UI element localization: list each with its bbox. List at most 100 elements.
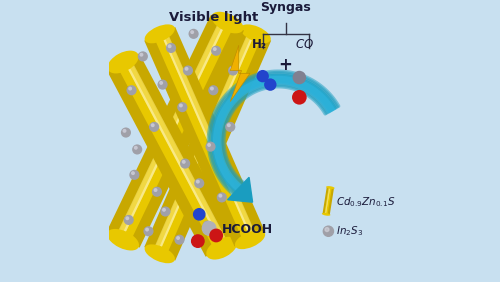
- Circle shape: [152, 187, 162, 197]
- Circle shape: [140, 53, 143, 57]
- Bar: [109, 187, 391, 282]
- Bar: [109, 226, 391, 282]
- Bar: [109, 240, 391, 282]
- Bar: [109, 166, 391, 282]
- Ellipse shape: [107, 229, 139, 250]
- Polygon shape: [322, 187, 334, 215]
- Bar: [109, 250, 391, 282]
- Circle shape: [184, 67, 188, 71]
- Circle shape: [190, 30, 194, 34]
- Bar: [109, 197, 391, 282]
- Bar: [109, 134, 391, 282]
- Circle shape: [213, 47, 216, 51]
- Ellipse shape: [240, 25, 271, 43]
- Bar: [109, 261, 391, 282]
- Bar: [109, 155, 391, 282]
- Polygon shape: [116, 59, 228, 252]
- Circle shape: [292, 71, 306, 84]
- Bar: [109, 35, 391, 282]
- Bar: [109, 63, 391, 282]
- Bar: [109, 257, 391, 282]
- Bar: [109, 46, 391, 282]
- Circle shape: [204, 222, 208, 226]
- Bar: [109, 60, 391, 282]
- Circle shape: [179, 103, 183, 107]
- Bar: [109, 99, 391, 282]
- Circle shape: [210, 87, 214, 91]
- Bar: [109, 92, 391, 282]
- Bar: [109, 190, 391, 282]
- Polygon shape: [228, 177, 252, 202]
- Circle shape: [225, 122, 235, 132]
- Polygon shape: [106, 15, 244, 248]
- Bar: [109, 144, 391, 282]
- Circle shape: [192, 235, 204, 247]
- Circle shape: [126, 85, 136, 95]
- Polygon shape: [160, 33, 253, 239]
- Bar: [109, 158, 391, 282]
- Polygon shape: [154, 31, 262, 257]
- Bar: [109, 279, 391, 282]
- Bar: [109, 67, 391, 282]
- Bar: [109, 180, 391, 282]
- Circle shape: [130, 170, 140, 180]
- Bar: [109, 236, 391, 282]
- Bar: [109, 271, 391, 282]
- Ellipse shape: [144, 244, 175, 263]
- Circle shape: [208, 85, 218, 95]
- Bar: [109, 183, 391, 282]
- Circle shape: [126, 216, 130, 220]
- Circle shape: [292, 90, 306, 105]
- Circle shape: [182, 160, 186, 164]
- Bar: [109, 81, 391, 282]
- Circle shape: [168, 44, 172, 48]
- Circle shape: [132, 144, 142, 155]
- Bar: [109, 204, 391, 282]
- Text: $\mathit{Cd_{0.9}Zn_{0.1}S}$: $\mathit{Cd_{0.9}Zn_{0.1}S}$: [336, 195, 396, 208]
- Bar: [109, 212, 391, 282]
- Bar: [109, 95, 391, 282]
- Circle shape: [196, 180, 200, 184]
- Polygon shape: [116, 19, 234, 243]
- Circle shape: [134, 146, 138, 150]
- Circle shape: [162, 208, 166, 212]
- Circle shape: [121, 127, 131, 138]
- Bar: [109, 113, 391, 282]
- Bar: [109, 222, 391, 282]
- Bar: [109, 130, 391, 282]
- Polygon shape: [124, 58, 229, 248]
- Circle shape: [183, 65, 193, 76]
- Bar: [109, 85, 391, 282]
- Bar: [109, 116, 391, 282]
- Circle shape: [124, 215, 134, 225]
- Circle shape: [158, 80, 168, 90]
- Circle shape: [211, 46, 221, 56]
- Bar: [109, 56, 391, 282]
- Bar: [109, 247, 391, 282]
- Circle shape: [177, 102, 188, 112]
- Circle shape: [202, 222, 216, 235]
- Circle shape: [174, 235, 184, 245]
- Bar: [109, 102, 391, 282]
- Circle shape: [256, 70, 269, 82]
- Circle shape: [218, 194, 222, 198]
- Circle shape: [144, 226, 154, 236]
- Polygon shape: [144, 27, 271, 261]
- Circle shape: [154, 188, 158, 192]
- Bar: [109, 109, 391, 282]
- Bar: [109, 32, 391, 282]
- Bar: [109, 53, 391, 282]
- Text: $\mathit{In_2S_3}$: $\mathit{In_2S_3}$: [336, 224, 363, 238]
- Circle shape: [166, 43, 176, 53]
- Bar: [109, 268, 391, 282]
- Circle shape: [160, 206, 170, 217]
- Circle shape: [264, 78, 276, 91]
- Bar: [109, 194, 391, 282]
- Circle shape: [128, 87, 132, 91]
- Polygon shape: [157, 33, 255, 254]
- Bar: [109, 265, 391, 282]
- Polygon shape: [144, 27, 266, 246]
- Circle shape: [325, 228, 329, 232]
- Bar: [109, 42, 391, 282]
- Circle shape: [188, 29, 198, 39]
